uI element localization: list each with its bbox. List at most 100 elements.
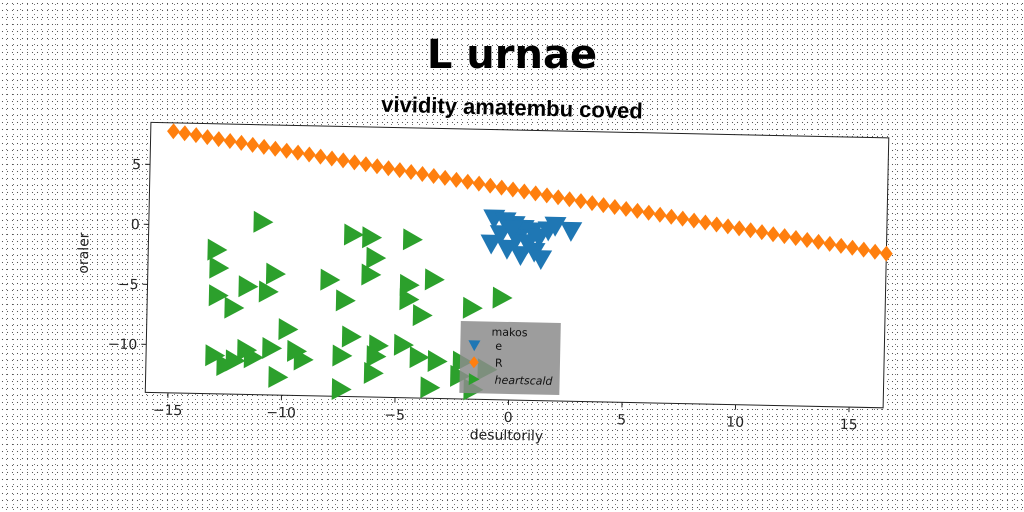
point-heartscald	[209, 256, 230, 279]
point-R	[201, 129, 214, 146]
point-e	[496, 239, 519, 260]
point-heartscald	[293, 348, 314, 371]
y-axis-label: oraler	[76, 232, 93, 274]
point-R	[732, 220, 746, 237]
point-R	[823, 235, 837, 252]
point-heartscald	[412, 304, 433, 327]
legend-marker-e	[468, 340, 481, 352]
point-R	[280, 142, 294, 159]
point-R	[438, 169, 452, 186]
y-tick-label: 0	[131, 217, 140, 233]
point-R	[585, 195, 599, 212]
point-R	[744, 222, 757, 239]
point-heartscald	[331, 378, 352, 401]
point-heartscald	[402, 228, 423, 251]
x-tick-label: −10	[266, 405, 296, 422]
point-R	[755, 224, 769, 241]
point-heartscald	[237, 338, 258, 361]
point-R	[246, 136, 260, 153]
legend-label-R: R	[495, 357, 503, 370]
legend-label-heartscald: heartscald	[494, 374, 553, 388]
point-R	[404, 164, 418, 181]
point-R	[664, 208, 678, 225]
point-heartscald	[224, 296, 245, 319]
point-heartscald	[462, 296, 483, 319]
point-R	[540, 187, 554, 204]
point-R	[834, 237, 848, 254]
x-axis-ticks: −15 −10 −5 0 5 10 15	[153, 392, 858, 433]
point-R	[393, 162, 407, 179]
point-R	[529, 185, 542, 202]
point-R	[698, 214, 712, 231]
point-R	[427, 167, 441, 184]
point-R	[314, 148, 327, 165]
point-heartscald	[409, 346, 430, 369]
point-heartscald	[320, 268, 341, 291]
point-heartscald	[205, 344, 226, 367]
point-R	[800, 231, 814, 248]
point-R	[551, 189, 565, 206]
point-heartscald	[393, 333, 414, 356]
point-R	[710, 216, 724, 233]
point-R	[223, 132, 237, 149]
legend-label-e: e	[495, 340, 502, 353]
point-heartscald	[265, 262, 286, 285]
y-tick-label: −5	[118, 277, 139, 293]
point-heartscald	[362, 226, 383, 249]
point-heartscald	[366, 345, 387, 368]
point-e	[544, 216, 567, 237]
point-e	[480, 234, 503, 255]
point-R	[268, 140, 282, 157]
point-heartscald	[427, 350, 448, 373]
y-axis-ticks: 5 0 −5 −10	[108, 157, 151, 354]
x-tick-label: 5	[617, 412, 626, 428]
point-R	[325, 150, 339, 167]
point-R	[619, 200, 633, 217]
point-R	[461, 173, 475, 190]
point-R	[517, 183, 531, 200]
point-R	[483, 177, 497, 194]
point-R	[178, 125, 192, 142]
point-R	[370, 158, 384, 175]
point-R	[653, 206, 667, 223]
point-heartscald	[268, 365, 289, 388]
point-heartscald	[363, 361, 384, 384]
point-R	[676, 210, 690, 227]
legend-marker-R	[469, 356, 479, 369]
point-heartscald	[238, 275, 259, 298]
y-tick-label: −10	[108, 337, 138, 354]
point-heartscald	[207, 238, 228, 261]
point-heartscald	[361, 263, 382, 286]
legend-title: makos	[491, 326, 527, 340]
x-tick-label: 0	[504, 410, 513, 426]
plot-area	[144, 121, 890, 409]
point-R	[630, 202, 644, 219]
x-tick-label: −5	[384, 407, 405, 423]
point-heartscald	[399, 273, 420, 296]
point-heartscald	[262, 336, 283, 359]
point-R	[234, 134, 248, 151]
x-tick-label: −15	[153, 403, 183, 420]
point-R	[868, 243, 882, 260]
point-heartscald	[492, 286, 513, 309]
point-R	[563, 191, 576, 208]
x-tick-label: 10	[726, 415, 744, 431]
point-R	[449, 171, 463, 188]
point-heartscald	[258, 280, 279, 303]
point-R	[495, 179, 509, 196]
point-R	[212, 131, 226, 148]
y-tick-label: 5	[132, 157, 141, 173]
point-heartscald	[343, 223, 364, 246]
point-heartscald	[424, 268, 445, 291]
point-R	[382, 160, 395, 177]
point-R	[608, 199, 622, 216]
point-heartscald	[216, 354, 237, 377]
point-R	[597, 197, 610, 214]
point-R	[766, 226, 780, 243]
point-e	[560, 221, 583, 242]
point-R	[257, 138, 271, 155]
point-R	[472, 175, 486, 192]
point-R	[167, 123, 180, 140]
point-heartscald	[253, 210, 274, 233]
